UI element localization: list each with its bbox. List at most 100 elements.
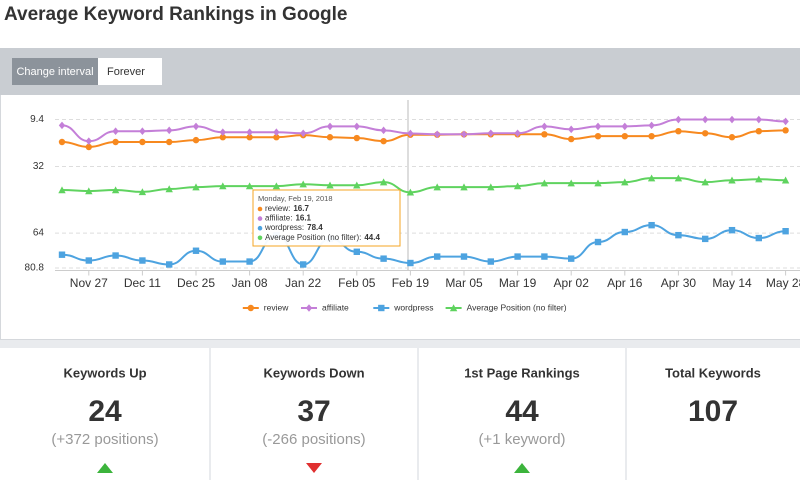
data-point xyxy=(728,115,736,124)
data-point xyxy=(621,228,628,236)
data-point xyxy=(621,132,628,140)
data-point xyxy=(540,179,549,187)
series-line xyxy=(61,224,786,266)
data-point xyxy=(219,128,226,137)
tooltip-bullet xyxy=(257,235,263,241)
interval-button-label[interactable]: Change interval xyxy=(16,66,93,78)
series-line xyxy=(61,118,786,143)
data-point xyxy=(621,122,628,131)
data-point xyxy=(326,122,334,131)
data-point xyxy=(434,130,441,139)
data-point xyxy=(755,234,762,242)
x-tick-label: Feb 05 xyxy=(338,276,376,290)
data-point xyxy=(326,181,334,189)
data-point xyxy=(648,221,655,229)
data-point xyxy=(782,117,789,126)
data-point xyxy=(460,183,468,191)
card-title: 1st Page Rankings xyxy=(464,365,580,380)
x-tick-label: May 14 xyxy=(712,276,752,290)
y-tick-label: 80.8 xyxy=(25,263,45,274)
tooltip-label: review: xyxy=(265,204,290,213)
data-point xyxy=(139,127,146,135)
data-point xyxy=(594,132,602,140)
tooltip-item: review: 16.7 xyxy=(265,204,309,213)
page-title: Average Keyword Rankings in Google xyxy=(4,4,347,25)
interval-button[interactable] xyxy=(12,58,98,85)
data-point xyxy=(300,129,307,138)
data-point xyxy=(192,247,200,254)
tooltip-item: Average Position (no filter): 44.4 xyxy=(265,233,380,242)
data-point xyxy=(112,138,119,146)
trend-down xyxy=(306,463,322,473)
x-tick-label: Nov 27 xyxy=(70,276,108,290)
data-point xyxy=(755,127,762,135)
interval-value[interactable]: Forever xyxy=(107,66,145,78)
data-point xyxy=(273,134,280,141)
data-point xyxy=(702,235,709,243)
x-tick-label: May 28 xyxy=(766,276,800,290)
data-point xyxy=(380,126,387,135)
card-title: Keywords Down xyxy=(263,365,364,380)
data-point xyxy=(514,129,521,138)
data-point xyxy=(58,121,66,130)
data-point xyxy=(379,178,388,186)
data-point xyxy=(166,261,173,268)
x-tick-label: Mar 19 xyxy=(499,276,537,290)
data-point xyxy=(111,186,120,194)
data-point xyxy=(299,180,307,188)
data-point xyxy=(728,176,736,184)
data-point xyxy=(728,226,736,234)
data-point xyxy=(272,182,281,190)
data-point xyxy=(85,187,93,195)
data-point xyxy=(433,183,441,191)
data-point xyxy=(541,122,548,131)
x-tick-label: Dec 25 xyxy=(177,276,215,290)
data-point xyxy=(728,134,736,141)
data-point xyxy=(621,178,629,186)
data-point xyxy=(487,183,495,191)
tooltip-label: wordpress: xyxy=(264,223,304,232)
data-point xyxy=(701,178,709,186)
tooltip-value: 44.4 xyxy=(364,233,380,242)
data-point xyxy=(434,253,441,260)
x-tick-label: Apr 16 xyxy=(607,276,643,290)
data-point xyxy=(568,135,575,143)
data-point xyxy=(781,176,790,184)
y-tick-label: 64 xyxy=(33,228,45,239)
data-point xyxy=(139,257,146,264)
data-point xyxy=(138,188,147,196)
data-point xyxy=(380,137,387,145)
tooltip-item: wordpress: 78.4 xyxy=(264,223,323,232)
x-tick-label: Mar 05 xyxy=(445,276,483,290)
card xyxy=(627,348,800,480)
data-point xyxy=(139,138,146,146)
data-point xyxy=(219,134,226,141)
data-point xyxy=(219,258,226,265)
interval-field[interactable] xyxy=(98,58,162,85)
card-value: 44 xyxy=(505,395,539,428)
data-point xyxy=(273,128,280,137)
data-point xyxy=(219,182,227,190)
data-point xyxy=(246,134,253,141)
card xyxy=(419,348,625,480)
data-point xyxy=(407,129,414,138)
data-point xyxy=(246,128,253,137)
tooltip-bullet xyxy=(257,225,263,231)
data-point xyxy=(353,122,360,131)
tooltip-bullet xyxy=(257,216,263,221)
data-point xyxy=(675,115,682,124)
card-value: 37 xyxy=(297,395,330,428)
card xyxy=(211,348,417,480)
legend-marker xyxy=(305,304,313,312)
data-point xyxy=(675,231,682,239)
data-point xyxy=(594,179,602,187)
data-point xyxy=(702,130,709,137)
data-point xyxy=(514,253,521,260)
data-point xyxy=(702,115,709,124)
card-value: 24 xyxy=(88,395,122,428)
tooltip-item: affiliate: 16.1 xyxy=(265,214,312,223)
card-title: Keywords Up xyxy=(63,365,146,380)
data-point xyxy=(165,185,173,193)
data-point xyxy=(85,143,93,151)
